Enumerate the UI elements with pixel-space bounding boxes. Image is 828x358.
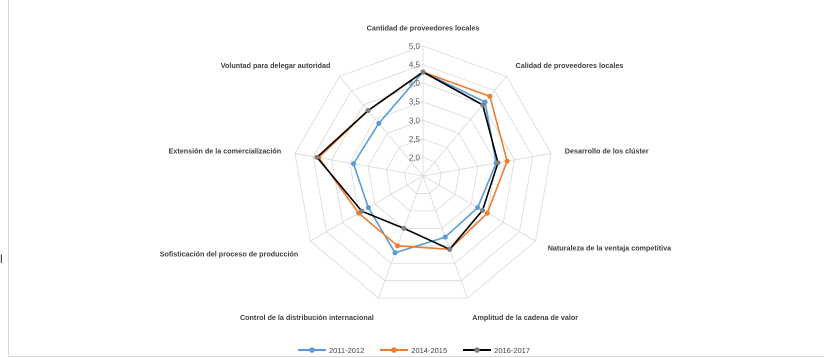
point-2014-2015-calidad-de-proveedores-locales bbox=[487, 93, 493, 99]
legend-item-2014-2015: 2014-2015 bbox=[380, 346, 447, 355]
tick-label-5: 4,5 bbox=[409, 61, 421, 70]
point-2016-2017-control-de-la-distribucion-internacional bbox=[401, 225, 407, 231]
series-line-2016-2017 bbox=[316, 71, 499, 251]
radar-chart: 2,0 2,5 3,0 3,5 4,0 4,5 5,0 Cantidad de provee… bbox=[160, 24, 672, 322]
point-2011-2012-sofisticacion-del-proceso-de-produccion bbox=[365, 205, 371, 211]
point-2016-2017-naturaleza-de-la-ventaja-competitiva bbox=[479, 207, 486, 213]
grid-spoke-2 bbox=[422, 153, 552, 177]
grid-ring-5 bbox=[312, 64, 534, 282]
point-2011-2012-amplitud-de-la-cadena-de-valor bbox=[442, 234, 448, 240]
series-2016-2017 bbox=[314, 69, 501, 252]
grid-ring-3 bbox=[349, 101, 497, 247]
grid-spoke-5 bbox=[378, 175, 424, 299]
point-2014-2015-control-de-la-distribucion-internacional bbox=[395, 243, 401, 249]
category-label-naturaleza-de-la-ventaja-competitiva: Naturaleza de la ventaja competitiva bbox=[548, 244, 672, 253]
grid-spoke-1 bbox=[422, 76, 507, 177]
category-label-desarrollo-de-los-cluster: Desarrollo de los clúster bbox=[565, 146, 649, 155]
point-2016-2017-extension-de-la-comercializacion bbox=[314, 154, 320, 160]
category-label-sofisticacion-del-proceso-de-produccion: Sofisticación del proceso de producción bbox=[160, 250, 299, 259]
point-2016-2017-calidad-de-proveedores-locales bbox=[480, 102, 486, 108]
category-label-calidad-de-proveedores-locales: Calidad de proveedores locales bbox=[516, 61, 624, 70]
tick-label-1: 2,5 bbox=[409, 135, 421, 144]
point-2016-2017-desarrollo-de-los-cluster bbox=[495, 160, 501, 166]
category-labels: Cantidad de proveedores locales Calidad d… bbox=[160, 24, 672, 322]
category-label-voluntad-para-delegar-autoridad: Voluntad para delegar autoridad bbox=[221, 61, 331, 70]
legend-label-2016-2017: 2016-2017 bbox=[494, 345, 531, 355]
point-2011-2012-extension-de-la-comercializacion bbox=[350, 161, 357, 167]
grid-ring-6 bbox=[294, 45, 552, 299]
stray-text-fragment: l bbox=[0, 252, 3, 266]
chart-area: 2,0 2,5 3,0 3,5 4,0 4,5 5,0 Cantidad de provee… bbox=[8, 0, 824, 357]
tick-label-3: 3,5 bbox=[409, 98, 421, 107]
point-2016-2017-sofisticacion-del-proceso-de-produccion bbox=[359, 208, 365, 214]
point-2016-2017-amplitud-de-la-cadena-de-valor bbox=[447, 246, 453, 252]
grid-ring-2 bbox=[367, 119, 479, 229]
tick-label-4: 4,0 bbox=[409, 79, 421, 88]
grid-ring-4 bbox=[331, 82, 515, 264]
legend-marker-2011-2012 bbox=[297, 347, 326, 353]
tick-label-0: 2,0 bbox=[409, 153, 421, 162]
legend-marker-2014-2015 bbox=[380, 347, 409, 353]
grid-spoke-8 bbox=[339, 76, 424, 177]
radial-tick-labels: 2,0 2,5 3,0 3,5 4,0 4,5 5,0 bbox=[409, 42, 421, 162]
series-layer bbox=[314, 69, 510, 256]
radar-grid bbox=[294, 45, 552, 299]
grid-ring-0 bbox=[404, 157, 442, 194]
point-2014-2015-desarrollo-de-los-cluster bbox=[504, 158, 510, 164]
grid-ring-1 bbox=[386, 138, 460, 212]
legend: 2011-2012 2014-2015 2016-2017 bbox=[0, 344, 828, 356]
legend-label-2014-2015: 2014-2015 bbox=[411, 345, 448, 355]
series-2011-2012 bbox=[350, 69, 499, 256]
point-2011-2012-control-de-la-distribucion-internacional bbox=[392, 250, 398, 256]
tick-label-6: 5,0 bbox=[409, 42, 421, 51]
point-2016-2017-cantidad-de-proveedores-locales bbox=[420, 69, 426, 75]
legend-item-2016-2017: 2016-2017 bbox=[463, 346, 530, 355]
grid-spoke-7 bbox=[294, 153, 424, 177]
category-label-control-de-la-distribucion-internacional: Control de la distribución internacional bbox=[240, 313, 374, 322]
category-label-cantidad-de-proveedores-locales: Cantidad de proveedores locales bbox=[367, 24, 480, 33]
point-2014-2015-naturaleza-de-la-ventaja-competitiva bbox=[484, 210, 490, 216]
legend-label-2011-2012: 2011-2012 bbox=[328, 345, 365, 355]
legend-marker-2016-2017 bbox=[463, 347, 492, 353]
category-label-amplitud-de-la-cadena-de-valor: Amplitud de la cadena de valor bbox=[472, 313, 578, 322]
tick-label-2: 3,0 bbox=[409, 116, 421, 125]
category-label-extension-de-la-comercializacion: Extensión de la comercialización bbox=[169, 146, 282, 155]
point-2011-2012-naturaleza-de-la-ventaja-competitiva bbox=[475, 205, 481, 211]
legend-item-2011-2012: 2011-2012 bbox=[297, 345, 365, 355]
point-2016-2017-voluntad-para-delegar-autoridad bbox=[365, 108, 371, 114]
point-2011-2012-voluntad-para-delegar-autoridad bbox=[376, 120, 382, 126]
